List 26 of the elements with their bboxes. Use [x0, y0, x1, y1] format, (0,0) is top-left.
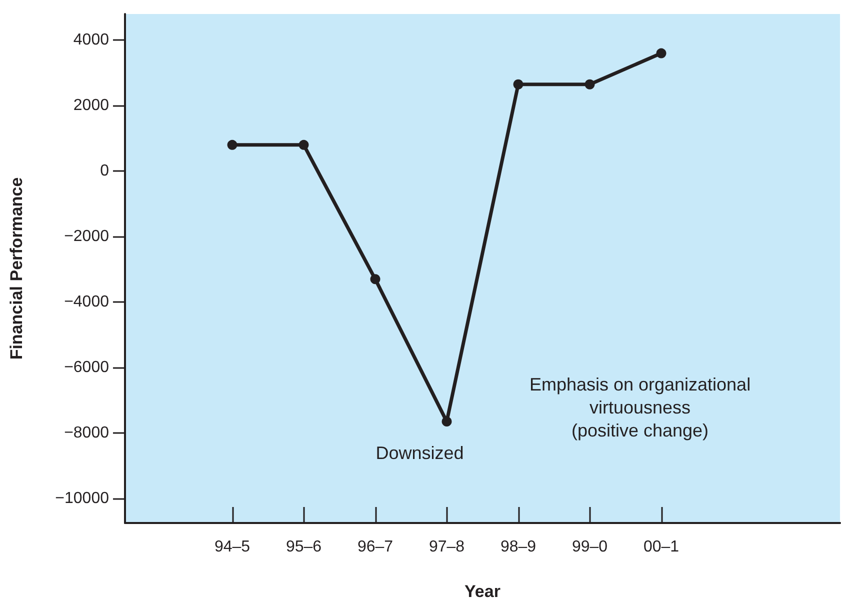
x-tick-label: 00–1: [643, 538, 680, 556]
y-tick-label: −2000: [64, 228, 110, 246]
y-tick-label: 2000: [73, 97, 110, 114]
y-tick-label: −4000: [64, 294, 110, 311]
y-tick-label: −10000: [55, 490, 110, 507]
y-tick-label: −8000: [64, 424, 110, 442]
point: [584, 79, 595, 90]
y-tick-label: 0: [100, 162, 110, 180]
y-tick-label: −6000: [64, 359, 110, 376]
y-axis-title: Financial Performance: [7, 177, 26, 360]
y-tick-label: 4000: [73, 32, 110, 49]
point: [442, 416, 452, 427]
x-tick-label: 98–9: [500, 538, 536, 556]
annotation: Downsized: [376, 443, 464, 464]
x-tick-label: 96–7: [357, 538, 394, 556]
point: [370, 274, 380, 284]
x-tick-label: 95–6: [286, 538, 322, 556]
x-tick-label: 94–5: [214, 538, 250, 556]
point: [656, 48, 666, 58]
x-tick-label: 99–0: [572, 538, 608, 556]
point: [227, 140, 238, 150]
point: [298, 140, 309, 150]
point: [513, 79, 524, 90]
x-tick-label: 97–8: [428, 538, 465, 556]
x-axis-title: Year: [464, 582, 501, 601]
annotation: Emphasis on organizational virtuousness (positive change): [529, 374, 751, 440]
